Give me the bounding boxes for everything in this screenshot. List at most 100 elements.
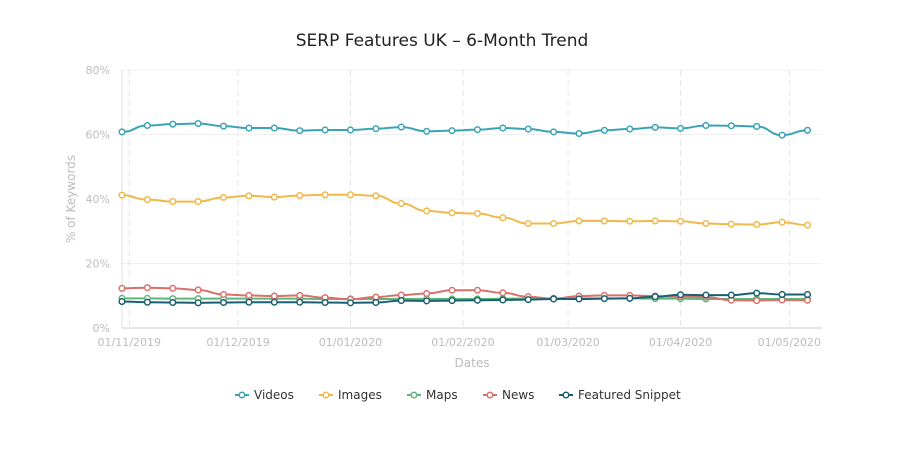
data-point-videos[interactable] (600, 126, 608, 134)
data-point-images[interactable] (270, 193, 278, 201)
data-point-images[interactable] (499, 214, 507, 222)
data-point-featured-snippet[interactable] (270, 298, 278, 306)
data-point-videos[interactable] (169, 120, 177, 128)
data-point-videos[interactable] (372, 125, 380, 133)
data-point-featured-snippet[interactable] (473, 296, 481, 304)
data-point-images[interactable] (143, 196, 151, 204)
data-point-images[interactable] (778, 218, 786, 226)
data-point-images[interactable] (245, 192, 253, 200)
data-point-images[interactable] (423, 207, 431, 215)
data-point-videos[interactable] (346, 126, 355, 134)
data-point-videos[interactable] (245, 124, 253, 132)
data-point-images[interactable] (651, 217, 659, 225)
data-point-videos[interactable] (143, 121, 151, 130)
data-point-images[interactable] (473, 209, 481, 218)
data-point-images[interactable] (220, 193, 228, 201)
data-point-videos[interactable] (803, 126, 812, 134)
data-point-featured-snippet[interactable] (372, 298, 380, 307)
data-point-images[interactable] (753, 220, 761, 229)
data-point-images[interactable] (550, 219, 558, 228)
data-point-videos[interactable] (194, 119, 202, 128)
data-point-videos[interactable] (753, 122, 761, 130)
data-point-featured-snippet[interactable] (803, 290, 812, 299)
data-point-videos[interactable] (626, 125, 634, 133)
legend-item-featured-snippet[interactable]: Featured Snippet (559, 388, 681, 402)
data-point-news[interactable] (473, 286, 481, 294)
data-point-featured-snippet[interactable] (600, 295, 608, 303)
legend-item-maps[interactable]: Maps (407, 388, 458, 402)
data-point-images[interactable] (169, 198, 177, 206)
data-point-images[interactable] (321, 191, 329, 199)
data-point-featured-snippet[interactable] (702, 291, 710, 299)
data-point-featured-snippet[interactable] (346, 299, 355, 307)
data-point-videos[interactable] (448, 127, 456, 135)
data-point-featured-snippet[interactable] (727, 291, 735, 299)
data-point-featured-snippet[interactable] (626, 294, 634, 302)
data-point-featured-snippet[interactable] (524, 296, 532, 304)
data-point-featured-snippet[interactable] (220, 298, 228, 307)
data-point-videos[interactable] (651, 123, 659, 131)
data-point-images[interactable] (194, 198, 202, 206)
data-point-images[interactable] (372, 192, 380, 200)
data-point-videos[interactable] (702, 121, 710, 130)
data-point-videos[interactable] (499, 124, 507, 132)
data-point-videos[interactable] (270, 124, 278, 132)
data-point-news[interactable] (423, 289, 431, 298)
data-point-images[interactable] (524, 219, 532, 228)
data-point-videos[interactable] (423, 127, 431, 135)
data-point-news[interactable] (803, 296, 812, 304)
data-point-videos[interactable] (118, 128, 126, 136)
data-point-images[interactable] (803, 221, 812, 229)
data-point-featured-snippet[interactable] (448, 297, 456, 305)
legend-item-videos[interactable]: Videos (235, 388, 294, 402)
data-point-featured-snippet[interactable] (575, 295, 583, 303)
data-point-featured-snippet[interactable] (118, 298, 126, 306)
data-point-images[interactable] (118, 191, 126, 199)
data-point-news[interactable] (220, 290, 228, 299)
data-point-news[interactable] (270, 292, 278, 300)
data-point-videos[interactable] (676, 124, 685, 132)
data-point-videos[interactable] (727, 122, 735, 130)
data-point-videos[interactable] (473, 126, 481, 134)
data-point-news[interactable] (499, 289, 507, 297)
data-point-featured-snippet[interactable] (423, 297, 431, 305)
data-point-featured-snippet[interactable] (499, 296, 507, 304)
data-point-videos[interactable] (778, 131, 786, 139)
data-point-featured-snippet[interactable] (143, 298, 151, 306)
data-point-news[interactable] (753, 297, 761, 305)
data-point-images[interactable] (296, 191, 304, 200)
data-point-news[interactable] (143, 284, 151, 292)
data-point-images[interactable] (702, 219, 710, 228)
data-point-featured-snippet[interactable] (296, 298, 304, 306)
data-point-featured-snippet[interactable] (169, 298, 177, 307)
data-point-videos[interactable] (397, 123, 405, 131)
data-point-images[interactable] (600, 217, 608, 225)
data-point-images[interactable] (346, 191, 355, 199)
data-point-featured-snippet[interactable] (753, 289, 761, 297)
data-point-featured-snippet[interactable] (194, 299, 202, 307)
data-point-news[interactable] (118, 284, 126, 292)
data-point-videos[interactable] (220, 122, 228, 130)
data-point-images[interactable] (676, 217, 685, 225)
data-point-featured-snippet[interactable] (651, 293, 659, 301)
legend-item-images[interactable]: Images (319, 388, 382, 402)
data-point-videos[interactable] (296, 127, 304, 135)
data-point-featured-snippet[interactable] (550, 295, 558, 303)
data-point-images[interactable] (626, 217, 634, 225)
data-point-news[interactable] (448, 286, 456, 294)
data-point-featured-snippet[interactable] (321, 298, 329, 307)
data-point-news[interactable] (169, 284, 177, 292)
data-point-featured-snippet[interactable] (676, 291, 685, 299)
data-point-images[interactable] (575, 217, 583, 225)
data-point-news[interactable] (194, 286, 202, 294)
legend-item-news[interactable]: News (483, 388, 534, 402)
data-point-videos[interactable] (550, 128, 558, 136)
data-point-images[interactable] (448, 209, 456, 217)
data-point-news[interactable] (245, 291, 253, 299)
data-point-featured-snippet[interactable] (778, 290, 786, 299)
data-point-videos[interactable] (575, 129, 583, 138)
data-point-featured-snippet[interactable] (397, 297, 405, 305)
data-point-images[interactable] (397, 199, 405, 208)
data-point-videos[interactable] (524, 125, 532, 133)
data-point-featured-snippet[interactable] (245, 298, 253, 306)
